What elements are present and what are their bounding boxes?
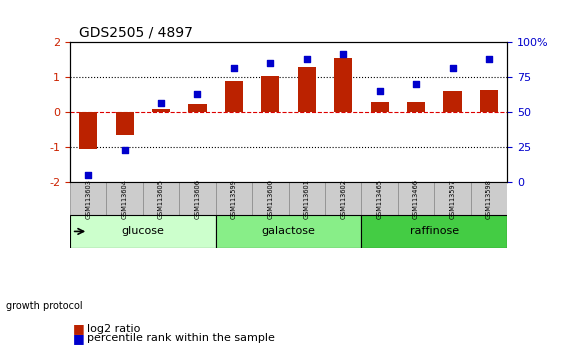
Bar [143, 182, 179, 215]
Text: GSM113597: GSM113597 [449, 179, 455, 218]
Bar [70, 215, 216, 248]
Text: raffinose: raffinose [410, 227, 459, 236]
Point [83, 172, 93, 178]
Bar [334, 58, 352, 112]
Bar [252, 182, 289, 215]
Bar [444, 91, 462, 112]
Text: GSM113466: GSM113466 [413, 179, 419, 219]
Bar [152, 109, 170, 112]
Bar [70, 182, 106, 215]
Bar [298, 67, 316, 112]
Point [156, 100, 166, 105]
Text: GSM113604: GSM113604 [122, 179, 128, 219]
Bar [325, 182, 361, 215]
Text: percentile rank within the sample: percentile rank within the sample [87, 333, 275, 343]
Point [484, 56, 494, 62]
Bar [261, 76, 279, 112]
Bar [480, 90, 498, 112]
Point [375, 88, 384, 94]
Text: GSM113602: GSM113602 [340, 179, 346, 219]
Text: GSM113599: GSM113599 [231, 179, 237, 218]
Text: GSM113603: GSM113603 [85, 179, 91, 218]
Text: log2 ratio: log2 ratio [87, 324, 141, 333]
Text: GSM113465: GSM113465 [377, 179, 382, 219]
Bar [434, 182, 471, 215]
Text: galactose: galactose [262, 227, 315, 236]
Bar [79, 112, 97, 149]
Text: GSM113606: GSM113606 [195, 179, 201, 219]
Bar [361, 182, 398, 215]
Point [229, 65, 238, 70]
Point [266, 61, 275, 66]
Bar [361, 215, 507, 248]
Text: ■: ■ [73, 332, 85, 344]
Bar [179, 182, 216, 215]
Bar [106, 182, 143, 215]
Bar [407, 102, 425, 112]
Text: GSM113600: GSM113600 [268, 179, 273, 219]
Point [120, 147, 129, 153]
Point [302, 56, 311, 62]
Bar [188, 104, 206, 112]
Bar [216, 215, 361, 248]
Text: growth protocol: growth protocol [6, 301, 82, 311]
Text: ■: ■ [73, 322, 85, 335]
Bar [471, 182, 507, 215]
Point [193, 91, 202, 97]
Point [339, 51, 348, 57]
Bar [289, 182, 325, 215]
Text: GSM113605: GSM113605 [158, 179, 164, 219]
Text: glucose: glucose [121, 227, 164, 236]
Bar [225, 81, 243, 112]
Point [412, 81, 421, 87]
Text: GSM113598: GSM113598 [486, 179, 492, 218]
Bar [216, 182, 252, 215]
Bar [398, 182, 434, 215]
Bar [371, 102, 389, 112]
Bar [115, 112, 134, 135]
Text: GDS2505 / 4897: GDS2505 / 4897 [79, 26, 192, 40]
Point [448, 65, 457, 70]
Text: GSM113601: GSM113601 [304, 179, 310, 218]
